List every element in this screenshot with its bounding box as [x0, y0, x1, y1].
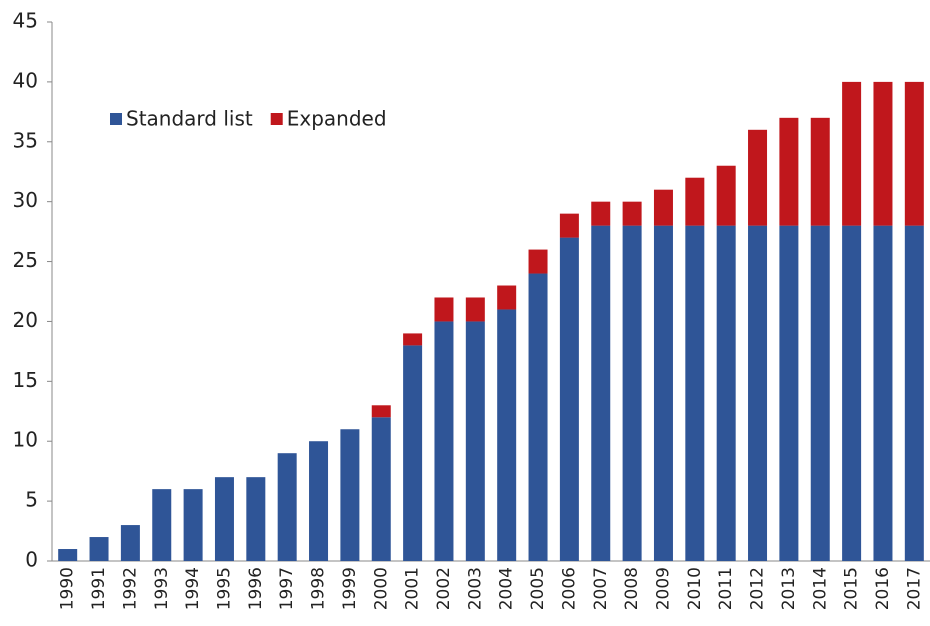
- bar-segment: [748, 129, 768, 226]
- x-tick-label: 2009: [653, 567, 673, 610]
- x-tick-label: 2015: [842, 567, 862, 610]
- x-tick-label: 1992: [120, 567, 140, 610]
- x-tick-label: 1998: [309, 567, 329, 610]
- y-tick-label: 25: [13, 248, 38, 272]
- x-tick-label: 2006: [559, 567, 579, 610]
- bar-segment: [716, 225, 736, 561]
- y-tick-label: 20: [13, 308, 38, 332]
- bar-segment: [152, 489, 172, 561]
- bar-segment: [183, 489, 203, 561]
- bar-segment: [403, 333, 423, 346]
- bar-segment: [810, 117, 830, 226]
- bar-segment: [89, 537, 109, 561]
- bar-segment: [810, 225, 830, 561]
- legend-swatch: [110, 113, 122, 125]
- bar-segment: [559, 237, 579, 561]
- bar-segment: [277, 453, 297, 561]
- x-tick-label: 2016: [873, 567, 893, 610]
- x-tick-label: 1997: [277, 567, 297, 610]
- bar-segment: [559, 213, 579, 238]
- bar-segment: [685, 177, 705, 226]
- bar-segment: [653, 225, 673, 561]
- x-tick-label: 2001: [403, 567, 423, 610]
- y-tick-label: 15: [13, 368, 38, 392]
- bar-segment: [622, 201, 642, 226]
- y-tick-label: 10: [13, 428, 38, 452]
- bar-segment: [528, 249, 548, 274]
- x-tick-label: 2011: [716, 567, 736, 610]
- bar-segment: [873, 225, 893, 561]
- y-tick-label: 40: [13, 68, 38, 92]
- y-tick-label: 35: [13, 128, 38, 152]
- x-tick-label: 1993: [152, 567, 172, 610]
- bar-segment: [904, 225, 924, 561]
- legend-swatch: [270, 113, 283, 125]
- bar-segment: [653, 189, 673, 226]
- x-tick-label: 2012: [748, 567, 768, 610]
- x-tick-label: 1995: [214, 567, 234, 610]
- bar-segment: [904, 81, 924, 226]
- x-tick-label: 2014: [810, 567, 830, 610]
- x-tick-label: 2008: [622, 567, 642, 610]
- bar-segment: [214, 477, 234, 561]
- x-tick-label: 2004: [497, 567, 517, 610]
- bar-segment: [309, 441, 329, 561]
- x-tick-label: 2000: [371, 567, 391, 610]
- bar-segment: [58, 549, 78, 561]
- bar-segment: [716, 165, 736, 226]
- x-tick-label: 1994: [183, 567, 203, 610]
- bar-segment: [120, 525, 140, 561]
- x-tick-label: 2010: [685, 567, 705, 610]
- bar-segment: [779, 117, 799, 226]
- bar-segment: [246, 477, 266, 561]
- y-tick-label: 0: [25, 548, 38, 572]
- bar-segment: [371, 405, 391, 418]
- bar-segment: [842, 225, 862, 561]
- bar-segment: [622, 225, 642, 561]
- bar-segment: [371, 417, 391, 561]
- bar-segment: [465, 297, 485, 322]
- x-tick-label: 2003: [465, 567, 485, 610]
- legend-label: Expanded: [287, 107, 387, 131]
- bar-segment: [528, 273, 548, 561]
- bar-segment: [873, 81, 893, 226]
- bar-segment: [685, 225, 705, 561]
- bar-segment: [340, 429, 360, 561]
- bar-segment: [434, 321, 454, 561]
- x-tick-label: 2007: [591, 567, 611, 610]
- x-tick-label: 1999: [340, 567, 360, 610]
- bar-segment: [591, 225, 611, 561]
- x-tick-label: 1990: [58, 567, 78, 610]
- bar-segment: [465, 321, 485, 561]
- bar-segment: [497, 285, 517, 310]
- legend-label: Standard list: [126, 107, 253, 131]
- bar-segment: [403, 345, 423, 561]
- bar-segment: [434, 297, 454, 322]
- y-tick-label: 30: [13, 188, 38, 212]
- x-tick-label: 2013: [779, 567, 799, 610]
- bar-segment: [497, 309, 517, 561]
- bar-segment: [748, 225, 768, 561]
- y-tick-label: 5: [25, 488, 38, 512]
- x-tick-label: 1996: [246, 567, 266, 610]
- x-tick-label: 1991: [89, 567, 109, 610]
- x-tick-label: 2017: [904, 567, 924, 610]
- y-tick-label: 45: [13, 9, 38, 33]
- bar-segment: [779, 225, 799, 561]
- bar-segment: [842, 81, 862, 226]
- x-tick-label: 2005: [528, 567, 548, 610]
- x-tick-label: 2002: [434, 567, 454, 610]
- bar-segment: [591, 201, 611, 226]
